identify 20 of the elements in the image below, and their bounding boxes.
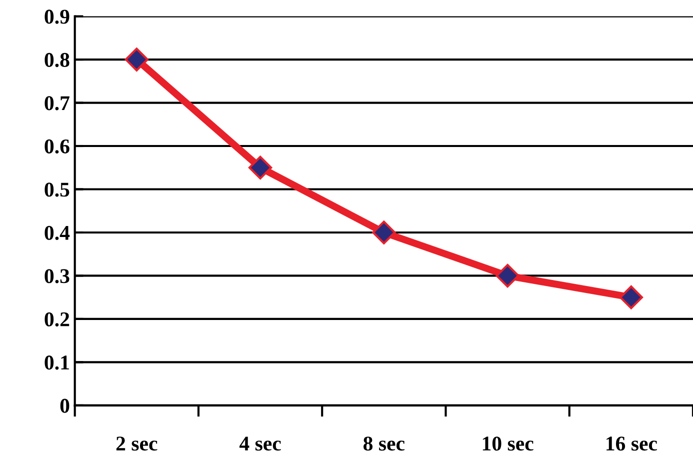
x-tick-label: 4 sec — [239, 436, 281, 451]
y-tick-label: 0.5 — [44, 182, 70, 197]
point — [372, 220, 396, 244]
x-tick-label: 8 sec — [364, 436, 405, 451]
y-tick-label: 0.8 — [44, 52, 70, 68]
y-tick-label: 0.6 — [44, 139, 70, 154]
point — [496, 264, 520, 288]
x-tick-label: 16 sec — [606, 436, 657, 451]
x-tick-label: 10 sec — [482, 436, 534, 451]
x-tick-label: 2 sec — [116, 436, 158, 451]
y-tick-label: 0.4 — [44, 226, 70, 240]
point — [619, 285, 644, 310]
y-tick-label: 0.1 — [44, 356, 69, 370]
y-tick-label: 0.7 — [44, 96, 70, 110]
y-tick-label: 0.2 — [44, 312, 70, 326]
y-tick-label: 0.3 — [44, 269, 70, 284]
y-tick-label: 0 — [60, 398, 70, 413]
y-tick-label: 0.9 — [44, 10, 70, 24]
point — [248, 156, 272, 180]
point — [124, 48, 149, 72]
